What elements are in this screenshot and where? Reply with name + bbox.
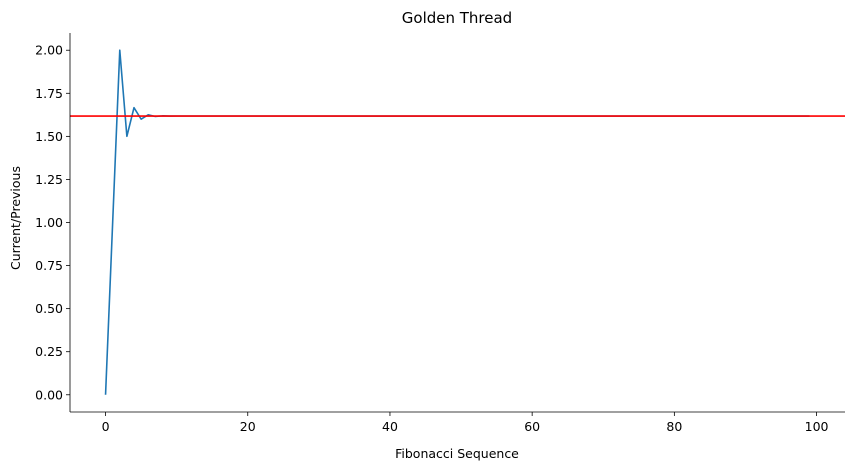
plot-area (70, 49, 845, 395)
y-tick-label: 2.00 (35, 43, 63, 58)
y-axis: 0.00 0.25 0.50 0.75 1.00 1.25 1.50 1.75 2.00 (35, 33, 71, 412)
x-tick-label: 20 (240, 419, 256, 434)
series-line-0 (104, 49, 810, 395)
chart-title: Golden Thread (402, 9, 512, 27)
y-tick-label: 0.75 (35, 258, 63, 273)
y-tick-label: 0.25 (35, 344, 63, 359)
y-tick-label: 1.75 (35, 86, 63, 101)
y-tick-label: 1.00 (35, 215, 63, 230)
x-tick-label: 100 (805, 419, 829, 434)
y-tick-label: 0.00 (35, 387, 63, 402)
y-axis-label: Current/Previous (8, 166, 23, 270)
y-tick-label: 1.25 (35, 172, 63, 187)
x-axis-label: Fibonacci Sequence (395, 446, 519, 461)
x-tick-label: 60 (524, 419, 540, 434)
x-tick-label: 80 (666, 419, 682, 434)
x-axis: 0 20 40 60 80 100 (70, 411, 845, 434)
x-tick-label: 0 (102, 419, 110, 434)
x-tick-label: 40 (382, 419, 398, 434)
y-tick-label: 1.50 (35, 129, 63, 144)
y-tick-label: 0.50 (35, 301, 63, 316)
